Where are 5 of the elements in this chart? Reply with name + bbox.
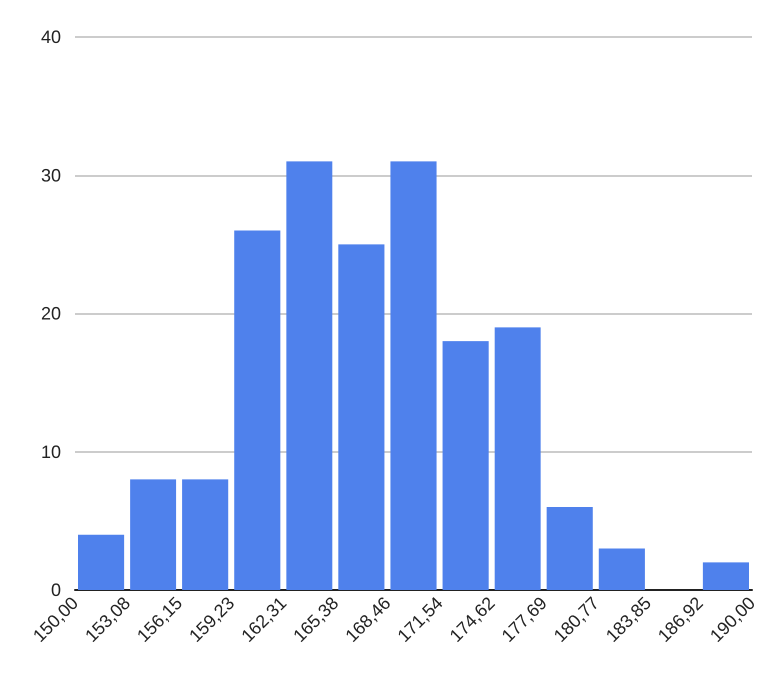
y-tick-label: 20 xyxy=(40,304,61,324)
y-tick-label: 10 xyxy=(40,442,61,462)
y-tick-label: 30 xyxy=(40,165,61,186)
y-tick-label: 40 xyxy=(40,27,61,47)
y-tick-label: 0 xyxy=(50,580,61,600)
